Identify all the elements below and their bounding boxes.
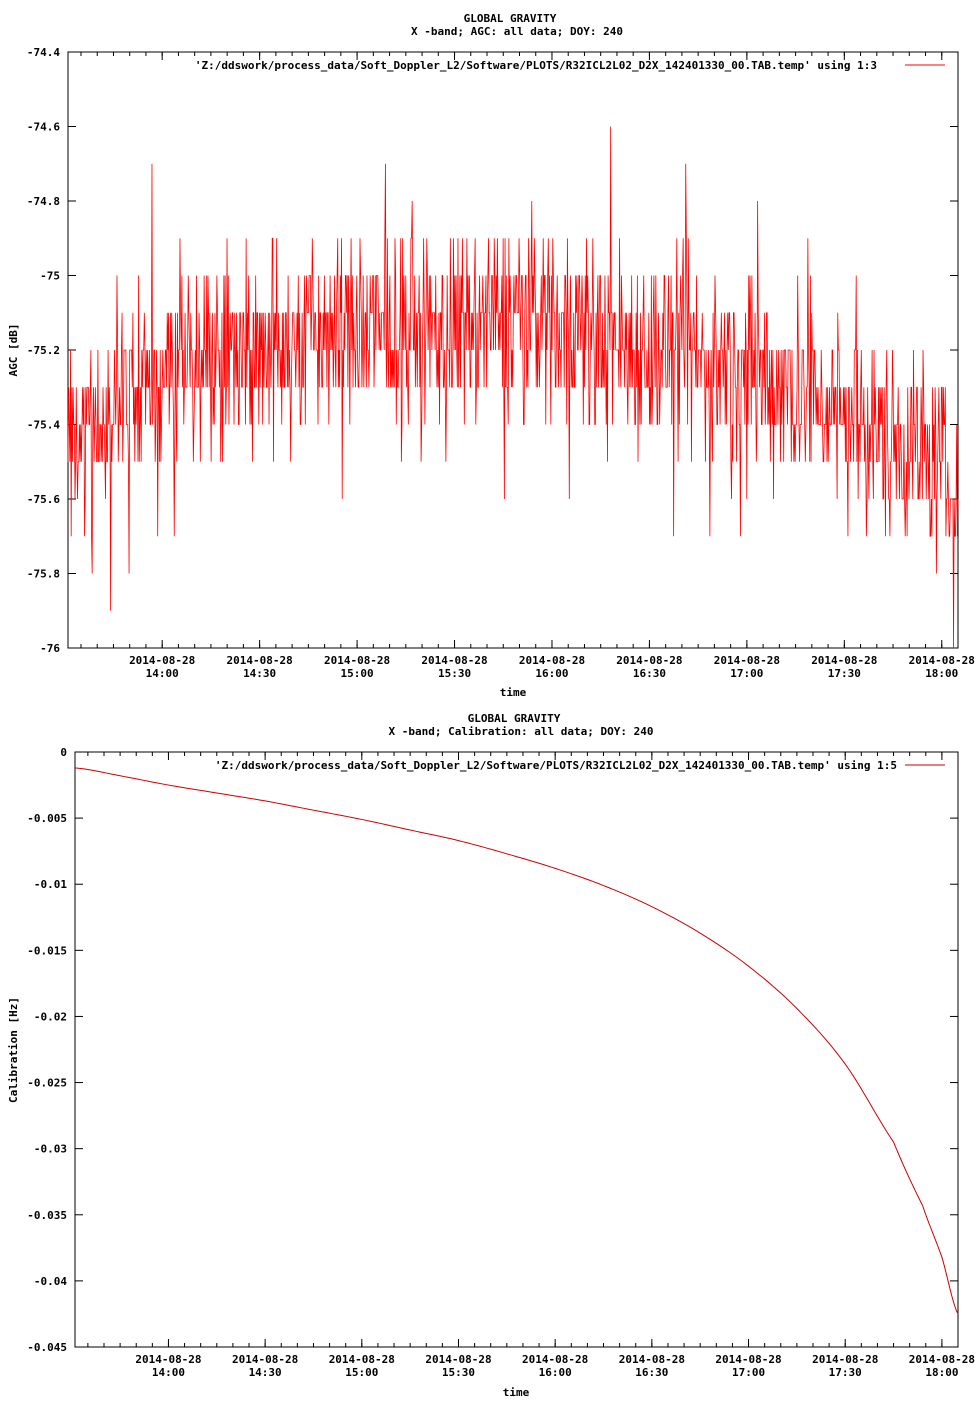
x-tick-date: 2014-08-28 — [421, 654, 487, 667]
legend-label: 'Z:/ddswork/process_data/Soft_Doppler_L2… — [215, 759, 897, 772]
x-tick-time: 17:30 — [829, 1366, 862, 1379]
x-tick-date: 2014-08-28 — [714, 654, 780, 667]
x-tick-time: 14:30 — [249, 1366, 282, 1379]
y-tick-label: -74.6 — [27, 121, 60, 134]
y-tick-label: -0.01 — [34, 878, 67, 891]
x-tick-time: 16:30 — [635, 1366, 668, 1379]
x-tick-date: 2014-08-28 — [227, 654, 293, 667]
y-axis-label: AGC [dB] — [7, 324, 20, 377]
x-axis-label: time — [503, 1386, 530, 1399]
y-tick-label: -0.03 — [34, 1143, 67, 1156]
x-tick-time: 17:30 — [828, 667, 861, 680]
x-tick-time: 18:00 — [925, 667, 958, 680]
agc-series-line — [67, 126, 959, 649]
agc-chart: GLOBAL GRAVITY X -band; AGC: all data; D… — [7, 12, 975, 699]
x-tick-date: 2014-08-28 — [425, 1353, 491, 1366]
x-tick-date: 2014-08-28 — [715, 1353, 781, 1366]
calibration-chart: GLOBAL GRAVITY X -band; Calibration: all… — [7, 712, 975, 1399]
y-tick-label: -76 — [40, 642, 60, 655]
y-tick-label: -75.4 — [27, 419, 60, 432]
x-tick-date: 2014-08-28 — [811, 654, 877, 667]
chart-title: GLOBAL GRAVITY — [464, 12, 557, 25]
x-tick-date: 2014-08-28 — [519, 654, 585, 667]
chart-subtitle: X -band; Calibration: all data; DOY: 240 — [389, 725, 654, 738]
x-tick-time: 14:00 — [152, 1366, 185, 1379]
y-tick-label: -74.4 — [27, 46, 60, 59]
x-tick-time: 15:30 — [438, 667, 471, 680]
x-tick-date: 2014-08-28 — [324, 654, 390, 667]
legend-label: 'Z:/ddswork/process_data/Soft_Doppler_L2… — [195, 59, 877, 72]
x-tick-date: 2014-08-28 — [909, 1353, 975, 1366]
x-tick-time: 14:00 — [146, 667, 179, 680]
x-tick-date: 2014-08-28 — [329, 1353, 395, 1366]
x-axis-label: time — [500, 686, 527, 699]
x-tick-time: 16:00 — [535, 667, 568, 680]
plot-border — [74, 751, 959, 1348]
y-tick-label: -0.045 — [27, 1341, 67, 1354]
y-tick-label: -75 — [40, 270, 60, 283]
x-tick-time: 18:00 — [925, 1366, 958, 1379]
y-axis-label: Calibration [Hz] — [7, 997, 20, 1103]
y-axis: -74.4 -74.6 -74.8 -75 -75.2 -75.4 -75.6 -75.8 -7… — [27, 46, 958, 655]
y-tick-label: -0.015 — [27, 944, 67, 957]
data-series — [67, 126, 959, 649]
chart-title: GLOBAL GRAVITY — [468, 712, 561, 725]
y-tick-label: -74.8 — [27, 195, 60, 208]
x-tick-date: 2014-08-28 — [232, 1353, 298, 1366]
x-tick-time: 17:00 — [730, 667, 763, 680]
x-tick-date: 2014-08-28 — [619, 1353, 685, 1366]
y-tick-label: -0.005 — [27, 812, 67, 825]
x-tick-date: 2014-08-28 — [522, 1353, 588, 1366]
x-axis: 2014-08-2814:002014-08-2814:302014-08-28… — [80, 52, 975, 680]
x-tick-time: 15:00 — [345, 1366, 378, 1379]
y-tick-label: -75.6 — [27, 493, 60, 506]
chart-subtitle: X -band; AGC: all data; DOY: 240 — [411, 25, 623, 38]
x-tick-time: 16:00 — [539, 1366, 572, 1379]
y-axis: 0 -0.005 -0.01 -0.015 -0.02 -0.025 -0.03 -0.035… — [27, 746, 958, 1354]
y-tick-label: -0.04 — [34, 1275, 67, 1288]
y-tick-label: -75.2 — [27, 344, 60, 357]
x-tick-time: 15:30 — [442, 1366, 475, 1379]
calibration-series-line — [74, 767, 959, 1315]
y-tick-label: -0.035 — [27, 1209, 67, 1222]
y-tick-label: 0 — [60, 746, 67, 759]
y-tick-label: -75.8 — [27, 568, 60, 581]
x-tick-time: 14:30 — [243, 667, 276, 680]
x-tick-time: 15:00 — [341, 667, 374, 680]
data-series — [74, 767, 959, 1315]
x-tick-date: 2014-08-28 — [616, 654, 682, 667]
x-tick-date: 2014-08-28 — [909, 654, 975, 667]
x-tick-date: 2014-08-28 — [135, 1353, 201, 1366]
y-tick-label: -0.02 — [34, 1010, 67, 1023]
x-tick-time: 16:30 — [633, 667, 666, 680]
x-tick-time: 17:00 — [732, 1366, 765, 1379]
x-tick-date: 2014-08-28 — [812, 1353, 878, 1366]
y-tick-label: -0.025 — [27, 1077, 67, 1090]
x-tick-date: 2014-08-28 — [129, 654, 195, 667]
x-axis: 2014-08-2814:002014-08-2814:302014-08-28… — [87, 752, 975, 1379]
